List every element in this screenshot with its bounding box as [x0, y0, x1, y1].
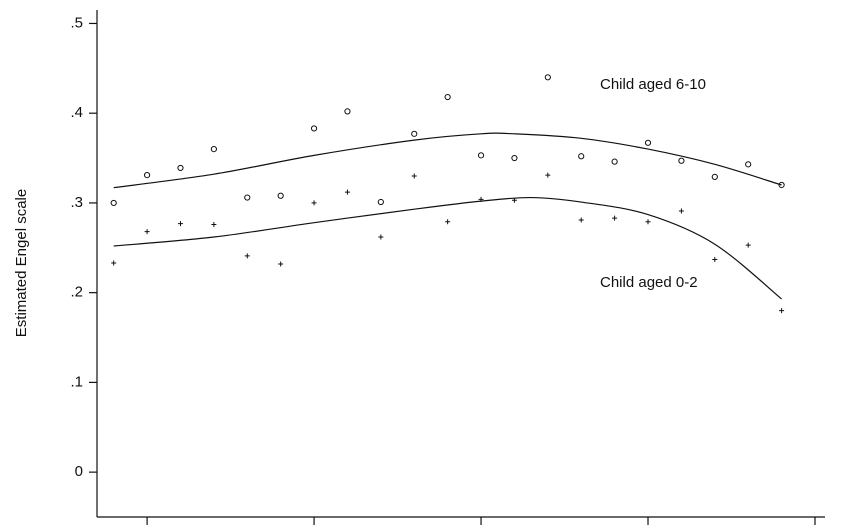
- point: [111, 260, 117, 266]
- point: [378, 234, 384, 240]
- series-label: Child aged 0-2: [600, 274, 698, 291]
- y-tick-label: 0: [75, 463, 83, 480]
- y-axis-label: Estimated Engel scale: [13, 189, 30, 337]
- point: [110, 199, 117, 207]
- x-tick-label: 1980: [464, 528, 497, 530]
- point: [745, 161, 752, 168]
- point: [344, 189, 350, 195]
- point: [377, 198, 384, 206]
- point: [445, 219, 451, 225]
- x-tick-label: 1990: [798, 528, 831, 530]
- point: [244, 253, 250, 259]
- point: [177, 164, 184, 172]
- point: [511, 154, 518, 162]
- point: [411, 130, 418, 137]
- x-tick-label: 1985: [631, 528, 664, 530]
- point: [778, 181, 785, 189]
- point: [144, 229, 150, 235]
- y-tick-label: .4: [70, 104, 83, 121]
- y-tick-label: .1: [70, 373, 83, 390]
- point: [177, 221, 183, 227]
- point: [578, 217, 584, 223]
- point: [278, 261, 284, 267]
- point: [411, 173, 417, 179]
- point: [678, 208, 684, 214]
- series-label: Child aged 6-10: [600, 76, 706, 93]
- point: [210, 145, 217, 153]
- point: [711, 173, 718, 181]
- y-tick-label: .3: [70, 194, 83, 211]
- point: [612, 215, 618, 221]
- point: [645, 219, 651, 225]
- point: [444, 93, 451, 101]
- point: [745, 242, 751, 248]
- point: [311, 200, 317, 206]
- point: [344, 108, 351, 115]
- point: [712, 256, 718, 262]
- point: [544, 74, 551, 81]
- point: [143, 172, 151, 179]
- x-tick-label: 1975: [297, 528, 330, 530]
- fit-line: [113, 132, 782, 189]
- point: [578, 153, 585, 160]
- point: [277, 192, 284, 199]
- y-tick-label: .5: [70, 14, 83, 31]
- point: [310, 125, 318, 132]
- x-tick-label: 1970: [130, 528, 163, 530]
- point: [211, 221, 217, 227]
- fit-line: [113, 196, 782, 300]
- point: [678, 157, 685, 164]
- point: [611, 158, 618, 165]
- point: [779, 308, 785, 314]
- point: [644, 139, 652, 146]
- y-tick-label: .2: [70, 284, 83, 301]
- point: [545, 172, 551, 178]
- point: [477, 152, 485, 159]
- point: [244, 194, 251, 201]
